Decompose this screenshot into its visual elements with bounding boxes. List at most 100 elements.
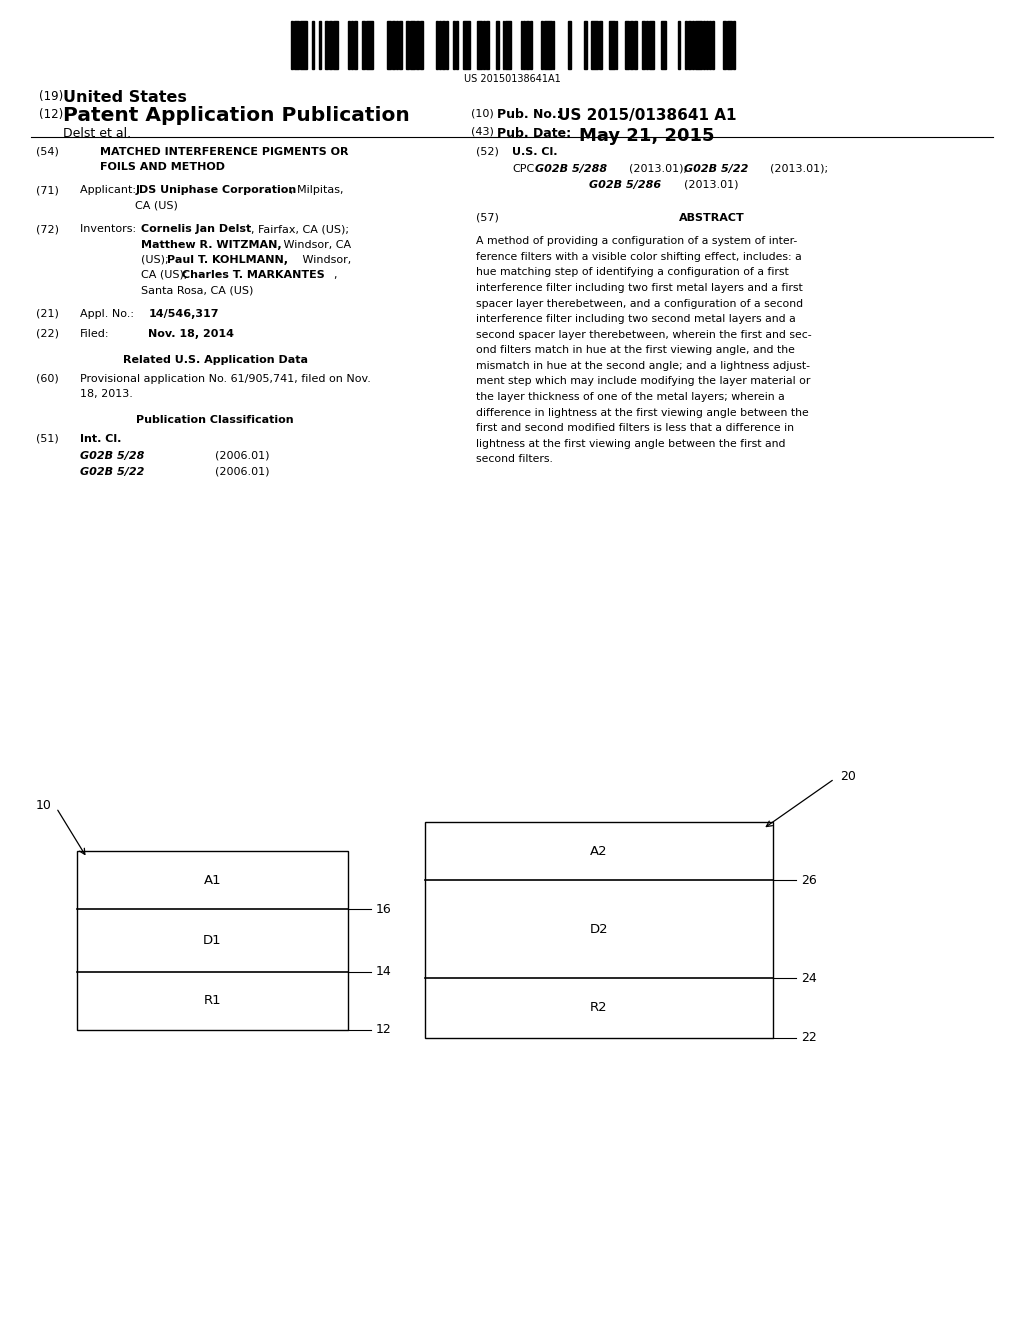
Bar xyxy=(530,21,532,69)
Bar xyxy=(420,21,423,69)
Text: ference filters with a visible color shifting effect, includes: a: ference filters with a visible color shi… xyxy=(476,252,802,261)
Bar xyxy=(395,21,397,69)
Text: ABSTRACT: ABSTRACT xyxy=(679,213,744,223)
Bar xyxy=(688,21,691,69)
Bar xyxy=(584,21,587,69)
Bar xyxy=(707,21,708,69)
Text: (52): (52) xyxy=(476,147,499,157)
Text: interference filter including two second metal layers and a: interference filter including two second… xyxy=(476,314,796,325)
Bar xyxy=(453,21,455,69)
Text: FOILS AND METHOD: FOILS AND METHOD xyxy=(100,162,225,172)
Bar xyxy=(649,21,654,69)
Text: (19): (19) xyxy=(39,90,63,103)
Bar xyxy=(312,21,314,69)
Bar xyxy=(348,21,350,69)
Text: first and second modified filters is less that a difference in: first and second modified filters is les… xyxy=(476,424,795,433)
Bar xyxy=(291,21,293,69)
Text: (2013.01);: (2013.01); xyxy=(770,164,828,174)
Text: second spacer layer therebetween, wherein the first and sec-: second spacer layer therebetween, wherei… xyxy=(476,330,812,339)
Text: Matthew R. WITZMAN,: Matthew R. WITZMAN, xyxy=(141,240,282,249)
Text: G02B 5/286: G02B 5/286 xyxy=(589,180,660,190)
Bar xyxy=(542,21,544,69)
Bar xyxy=(456,21,458,69)
Bar xyxy=(387,21,390,69)
Bar xyxy=(294,21,299,69)
Text: R1: R1 xyxy=(204,994,221,1007)
Bar xyxy=(463,21,470,69)
Text: JDS Uniphase Corporation: JDS Uniphase Corporation xyxy=(135,186,296,195)
Text: U.S. Cl.: U.S. Cl. xyxy=(512,147,557,157)
Bar xyxy=(439,21,441,69)
Bar xyxy=(333,21,338,69)
Text: (72): (72) xyxy=(36,224,58,235)
Bar xyxy=(703,21,706,69)
Bar xyxy=(646,21,648,69)
Text: (71): (71) xyxy=(36,186,58,195)
Bar xyxy=(591,21,598,69)
Text: Pub. No.:: Pub. No.: xyxy=(497,108,561,121)
Text: Applicant:: Applicant: xyxy=(80,186,139,195)
Text: Int. Cl.: Int. Cl. xyxy=(80,433,121,444)
Text: (US);: (US); xyxy=(141,255,169,265)
Text: A method of providing a configuration of a system of inter-: A method of providing a configuration of… xyxy=(476,236,798,247)
Text: mismatch in hue at the second angle; and a lightness adjust-: mismatch in hue at the second angle; and… xyxy=(476,360,810,371)
Text: A2: A2 xyxy=(590,845,608,858)
Bar xyxy=(727,21,732,69)
Bar xyxy=(523,21,525,69)
Text: the layer thickness of one of the metal layers; wherein a: the layer thickness of one of the metal … xyxy=(476,392,785,403)
Bar xyxy=(442,21,445,69)
Bar xyxy=(553,21,554,69)
Bar xyxy=(485,21,488,69)
Bar xyxy=(406,21,409,69)
Bar xyxy=(526,21,529,69)
Text: Inventors:: Inventors: xyxy=(80,224,139,235)
Text: G02B 5/22: G02B 5/22 xyxy=(80,467,144,477)
Bar xyxy=(506,21,511,69)
Bar xyxy=(678,21,680,69)
Bar xyxy=(477,21,482,69)
Text: Cornelis Jan Delst: Cornelis Jan Delst xyxy=(141,224,252,235)
Bar xyxy=(634,21,637,69)
Bar xyxy=(300,21,307,69)
Text: difference in lightness at the first viewing angle between the: difference in lightness at the first vie… xyxy=(476,408,809,417)
Text: Appl. No.:: Appl. No.: xyxy=(80,309,134,319)
Text: US 20150138641A1: US 20150138641A1 xyxy=(464,74,560,84)
Text: hue matching step of identifying a configuration of a first: hue matching step of identifying a confi… xyxy=(476,268,788,277)
Text: 10: 10 xyxy=(36,799,52,812)
Text: second filters.: second filters. xyxy=(476,454,553,465)
Text: 14: 14 xyxy=(376,965,391,978)
Bar xyxy=(642,21,645,69)
Text: Patent Application Publication: Patent Application Publication xyxy=(63,106,411,124)
Bar xyxy=(733,21,735,69)
Text: (43): (43) xyxy=(471,127,494,137)
Bar xyxy=(362,21,366,69)
Bar xyxy=(630,21,633,69)
Bar xyxy=(416,21,419,69)
Bar xyxy=(567,21,570,69)
Bar xyxy=(685,21,687,69)
Text: (12): (12) xyxy=(39,108,63,121)
Bar xyxy=(695,21,702,69)
Text: Related U.S. Application Data: Related U.S. Application Data xyxy=(123,355,307,366)
Text: , Milpitas,: , Milpitas, xyxy=(290,186,343,195)
Text: (57): (57) xyxy=(476,213,499,223)
Text: A1: A1 xyxy=(204,874,221,887)
Text: CA (US): CA (US) xyxy=(135,201,178,211)
Text: Provisional application No. 61/905,741, filed on Nov.: Provisional application No. 61/905,741, … xyxy=(80,374,371,384)
Bar xyxy=(367,21,374,69)
Text: 12: 12 xyxy=(376,1023,391,1036)
Text: R2: R2 xyxy=(590,1002,608,1015)
Bar xyxy=(483,21,484,69)
Bar xyxy=(425,822,773,1038)
Bar xyxy=(496,21,499,69)
Text: Charles T. MARKANTES: Charles T. MARKANTES xyxy=(182,271,325,280)
Text: (60): (60) xyxy=(36,374,58,384)
Text: 22: 22 xyxy=(801,1031,816,1044)
Text: (2006.01): (2006.01) xyxy=(215,451,269,461)
Text: 18, 2013.: 18, 2013. xyxy=(80,388,133,399)
Text: Windsor, CA: Windsor, CA xyxy=(280,240,350,249)
Text: ond filters match in hue at the first viewing angle, and the: ond filters match in hue at the first vi… xyxy=(476,346,795,355)
Text: D1: D1 xyxy=(203,935,222,946)
Bar xyxy=(354,21,357,69)
Text: spacer layer therebetween, and a configuration of a second: spacer layer therebetween, and a configu… xyxy=(476,298,803,309)
